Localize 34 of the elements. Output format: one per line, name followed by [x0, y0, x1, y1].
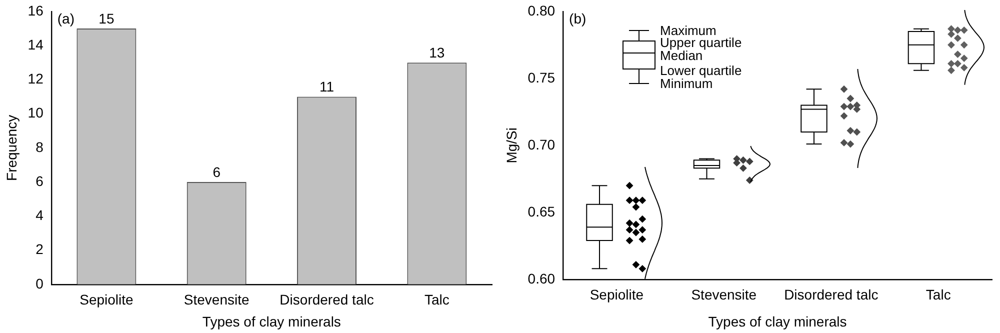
y-tick-label: 0.75	[528, 69, 556, 86]
data-label: 15	[98, 10, 114, 26]
y-tick-label: 2	[36, 241, 44, 258]
annotation: Minimum	[660, 76, 713, 92]
data-label: 11	[319, 78, 334, 95]
y-tick-label: 6	[36, 172, 44, 189]
y-tick-label: 8	[36, 138, 44, 155]
x-tick-label: Disordered talc	[280, 292, 374, 308]
x-tick-label: Sepiolite	[590, 286, 644, 303]
x-tick-label: Talc	[926, 286, 951, 303]
y-axis-title: Mg/Si	[503, 128, 520, 164]
x-axis-title: Types of clay minerals	[708, 313, 847, 330]
chart-title: (a)	[57, 10, 74, 26]
y-tick-label: 16	[28, 2, 44, 18]
x-tick-label: Stevensite	[184, 292, 250, 308]
y-tick-label: 0.65	[528, 203, 556, 220]
x-tick-label: Stevensite	[691, 286, 757, 303]
y-tick-label: 4	[36, 207, 44, 224]
x-tick-label: Sepiolite	[80, 292, 134, 308]
x-axis-title: Types of clay minerals	[202, 313, 341, 330]
x-tick-label: Disordered talc	[784, 286, 878, 303]
annotation: Lower quartile	[660, 63, 742, 78]
y-tick-label: 0.60	[528, 270, 556, 286]
data-label: 13	[429, 44, 445, 60]
y-tick-label: 10	[28, 104, 44, 121]
y-tick-label: 0.80	[528, 2, 556, 18]
y-tick-label: 12	[28, 70, 44, 87]
y-axis-title: Frequency	[3, 114, 20, 181]
chart-title: (b)	[569, 10, 586, 26]
x-tick-label: Talc	[424, 292, 450, 308]
y-tick-label: 14	[28, 36, 44, 52]
y-tick-label: 0.70	[528, 136, 556, 152]
data-label: 6	[212, 164, 221, 180]
y-tick-label: 0	[36, 275, 44, 292]
